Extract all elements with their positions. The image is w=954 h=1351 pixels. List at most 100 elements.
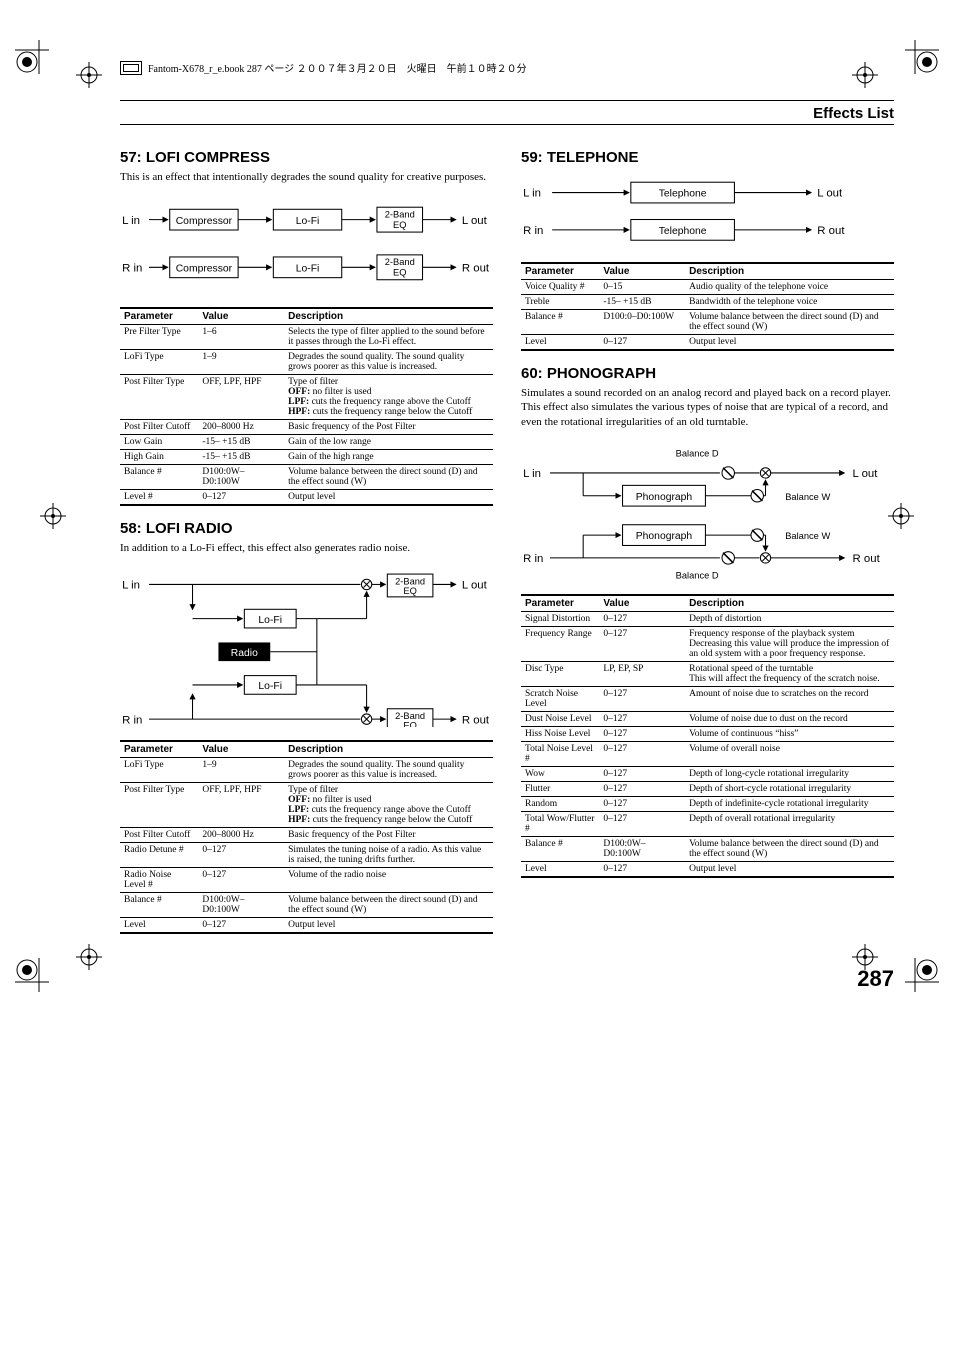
- table-row: Total Wow/Flutter #0–127Depth of overall…: [521, 811, 894, 836]
- svg-text:EQ: EQ: [403, 586, 416, 596]
- cell-parameter: LoFi Type: [120, 350, 198, 375]
- crosshair-icon: [888, 503, 914, 529]
- crosshair-icon: [852, 62, 878, 88]
- cell-description: Rotational speed of the turntableThis wi…: [685, 661, 894, 686]
- table-row: LoFi Type1–9Degrades the sound quality. …: [120, 350, 493, 375]
- cell-description: Output level: [284, 918, 493, 934]
- table-row: Pre Filter Type1–6Selects the type of fi…: [120, 325, 493, 350]
- svg-text:R out: R out: [462, 714, 490, 726]
- effect-59-table: Parameter Value Description Voice Qualit…: [521, 262, 894, 351]
- table-row: LoFi Type1–9Degrades the sound quality. …: [120, 758, 493, 783]
- svg-text:L in: L in: [523, 188, 541, 200]
- table-row: Random0–127Depth of indefinite-cycle rot…: [521, 796, 894, 811]
- table-row: Dust Noise Level0–127Volume of noise due…: [521, 711, 894, 726]
- table-row: Post Filter Cutoff200–8000 HzBasic frequ…: [120, 420, 493, 435]
- table-row: Level0–127Output level: [521, 334, 894, 350]
- svg-text:Lo-Fi: Lo-Fi: [258, 681, 282, 692]
- effect-60-rows: Signal Distortion0–127Depth of distortio…: [521, 611, 894, 877]
- cell-description: Output level: [685, 861, 894, 877]
- cell-parameter: Balance #: [120, 893, 198, 918]
- effect-59-title: 59: TELEPHONE: [521, 149, 894, 166]
- effect-59-diagram: L in Telephone L out R in Telephone R ou…: [521, 176, 894, 249]
- table-row: Post Filter TypeOFF, LPF, HPFType of fil…: [120, 783, 493, 828]
- effect-58-desc: In addition to a Lo-Fi effect, this effe…: [120, 541, 493, 556]
- effect-58-diagram: L in R in L out R out 2-BandEQ 2-BandEQ …: [120, 572, 493, 727]
- cell-description: Volume of noise due to dust on the recor…: [685, 711, 894, 726]
- cell-parameter: Balance #: [521, 309, 599, 334]
- th-description: Description: [284, 741, 493, 758]
- cell-value: D100:0–D0:100W: [599, 309, 685, 334]
- effect-57-title: 57: LOFI COMPRESS: [120, 149, 493, 166]
- cell-value: -15– +15 dB: [198, 435, 284, 450]
- cell-value: 0–127: [198, 868, 284, 893]
- table-row: Flutter0–127Depth of short-cycle rotatio…: [521, 781, 894, 796]
- table-row: Balance #D100:0–D0:100WVolume balance be…: [521, 309, 894, 334]
- svg-text:Compressor: Compressor: [176, 216, 233, 227]
- svg-text:EQ: EQ: [393, 267, 406, 277]
- cell-description: Output level: [685, 334, 894, 350]
- svg-text:Lo-Fi: Lo-Fi: [296, 263, 320, 274]
- th-description: Description: [284, 308, 493, 325]
- cell-description: Volume balance between the direct sound …: [685, 309, 894, 334]
- svg-text:Compressor: Compressor: [176, 263, 233, 274]
- cell-value: 0–127: [198, 843, 284, 868]
- cell-parameter: Radio Noise Level #: [120, 868, 198, 893]
- table-row: Hiss Noise Level0–127Volume of continuou…: [521, 726, 894, 741]
- th-value: Value: [198, 308, 284, 325]
- crosshair-icon: [76, 944, 102, 970]
- table-row: Voice Quality #0–15Audio quality of the …: [521, 279, 894, 294]
- cell-value: D100:0W–D0:100W: [198, 893, 284, 918]
- th-value: Value: [599, 263, 685, 280]
- cell-parameter: Post Filter Cutoff: [120, 828, 198, 843]
- cell-parameter: Scratch Noise Level: [521, 686, 599, 711]
- cell-description: Volume of the radio noise: [284, 868, 493, 893]
- table-row: Balance #D100:0W–D0:100WVolume balance b…: [521, 836, 894, 861]
- cell-parameter: Level: [120, 918, 198, 934]
- table-row: Level0–127Output level: [120, 918, 493, 934]
- svg-text:L out: L out: [853, 468, 879, 480]
- right-column: 59: TELEPHONE L in Telephone L out R in …: [521, 143, 894, 948]
- effect-57-table: Parameter Value Description Pre Filter T…: [120, 307, 493, 506]
- svg-text:L out: L out: [817, 188, 843, 200]
- svg-text:Telephone: Telephone: [659, 189, 707, 200]
- th-description: Description: [685, 263, 894, 280]
- cell-value: D100:0W–D0:100W: [198, 465, 284, 490]
- cell-description: Gain of the low range: [284, 435, 493, 450]
- cell-description: Depth of short-cycle rotational irregula…: [685, 781, 894, 796]
- cell-description: Simulates the tuning noise of a radio. A…: [284, 843, 493, 868]
- cell-value: 0–127: [599, 811, 685, 836]
- cell-description: Audio quality of the telephone voice: [685, 279, 894, 294]
- cell-description: Depth of indefinite-cycle rotational irr…: [685, 796, 894, 811]
- cell-description: Amount of noise due to scratches on the …: [685, 686, 894, 711]
- cell-value: 1–9: [198, 350, 284, 375]
- cell-value: 1–6: [198, 325, 284, 350]
- table-row: Scratch Noise Level0–127Amount of noise …: [521, 686, 894, 711]
- svg-text:Balance D: Balance D: [676, 448, 719, 458]
- cell-value: OFF, LPF, HPF: [198, 375, 284, 420]
- registration-mark-br: [905, 958, 939, 992]
- table-row: Level #0–127Output level: [120, 490, 493, 506]
- effect-59-rows: Voice Quality #0–15Audio quality of the …: [521, 279, 894, 350]
- svg-text:L in: L in: [523, 468, 541, 480]
- cell-parameter: Radio Detune #: [120, 843, 198, 868]
- cell-description: Volume balance between the direct sound …: [284, 465, 493, 490]
- cell-value: 0–127: [599, 741, 685, 766]
- table-row: Frequency Range0–127Frequency response o…: [521, 626, 894, 661]
- cell-description: Basic frequency of the Post Filter: [284, 420, 493, 435]
- svg-text:Balance W: Balance W: [785, 531, 830, 541]
- svg-text:L out: L out: [462, 580, 488, 592]
- cell-description: Volume of continuous “hiss”: [685, 726, 894, 741]
- cell-description: Bandwidth of the telephone voice: [685, 294, 894, 309]
- cell-parameter: LoFi Type: [120, 758, 198, 783]
- cell-description: Volume balance between the direct sound …: [685, 836, 894, 861]
- effect-58-rows: LoFi Type1–9Degrades the sound quality. …: [120, 758, 493, 934]
- page-number: 287: [120, 966, 894, 992]
- cell-parameter: Voice Quality #: [521, 279, 599, 294]
- section-title: Effects List: [120, 100, 894, 125]
- svg-text:Phonograph: Phonograph: [636, 492, 693, 503]
- th-description: Description: [685, 595, 894, 612]
- svg-text:L out: L out: [462, 215, 488, 227]
- cell-value: -15– +15 dB: [198, 450, 284, 465]
- th-value: Value: [198, 741, 284, 758]
- cell-description: Volume of overall noise: [685, 741, 894, 766]
